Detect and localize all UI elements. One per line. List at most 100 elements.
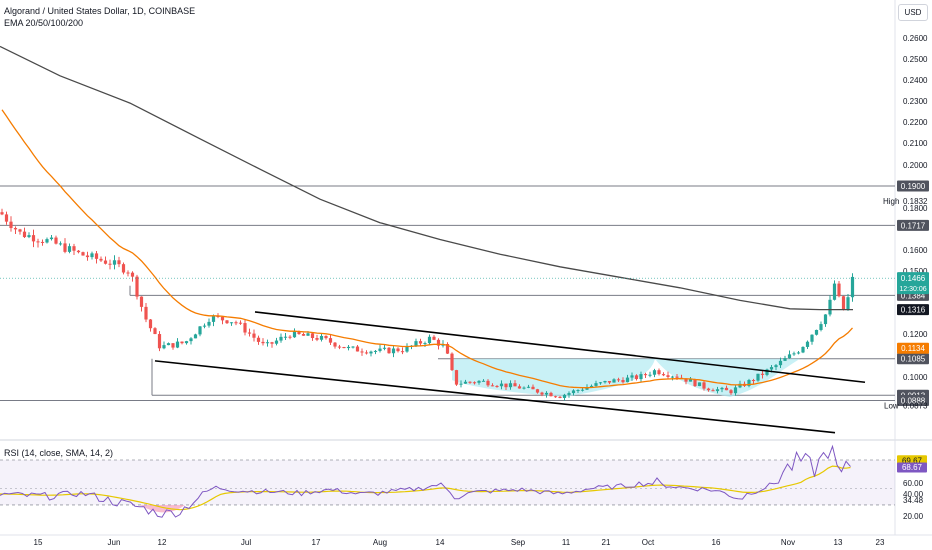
candle-body [324,335,328,339]
candle-body [103,260,108,264]
candle-body [607,380,612,383]
candle-body [130,272,135,277]
time-tick-label: 14 [436,538,445,547]
candle-body [256,337,261,342]
candle-body [76,250,81,253]
ema50-value-box [897,342,929,354]
candle-body [49,237,54,240]
candle-body [567,393,571,395]
candle-body [652,370,657,375]
candle-body [585,387,589,390]
candle-body [58,243,63,245]
candle-body [202,325,207,327]
ema200-value-box [897,304,929,316]
candle-body [54,237,58,244]
price-tick-label: 0.2000 [903,161,928,170]
candle-body [166,343,171,346]
candle-body [841,296,846,310]
rsi-oversold-fill [140,504,185,513]
currency-selector[interactable]: USD [898,4,928,21]
candle-body [351,346,355,348]
ema200-line [0,45,853,311]
candle-body [112,260,117,265]
candle-body [297,331,301,335]
time-tick-label: 21 [602,538,611,547]
countdown-timer: 12:30:06 [899,286,926,293]
rsi-band [0,460,895,505]
candle-body [369,351,373,354]
level-label: 0.1717 [901,221,926,230]
candle-body [810,334,814,342]
candle-body [63,243,67,252]
candle-body [517,386,522,389]
candle-body [328,338,333,343]
candle-body [382,347,387,349]
low-label: Low [884,402,899,411]
candle-body [553,396,558,398]
candle-body [171,343,175,348]
candle-body [589,385,594,388]
candle-body [283,336,288,338]
candle-body [666,375,670,377]
price-tick-label: 0.2200 [903,118,928,127]
ema200-value: 0.1316 [901,306,926,315]
candle-body [634,375,639,380]
candle-body [265,342,270,344]
price-tick-label: 0.2500 [903,55,928,64]
price-tick-label: 0.2400 [903,76,928,85]
candle-body [405,346,409,352]
candle-body [819,324,823,330]
candle-body [135,276,139,297]
candle-body [391,348,396,354]
time-tick-label: Aug [373,538,387,547]
last-price-value: 0.1466 [901,274,926,283]
candle-body [180,341,184,344]
candle-body [693,379,697,387]
candle-body [468,381,472,383]
candle-body [144,306,148,320]
candle-body [81,252,85,256]
rsi-title: RSI (14, close, SMA, 14, 2) [4,448,114,458]
candle-body [31,235,36,242]
candle-body [9,221,13,229]
candle-body [427,336,432,344]
candle-body [544,392,549,395]
candle-body [765,369,769,375]
candle-body [603,380,607,383]
rsi-line [0,444,851,518]
candle-body [4,214,9,222]
candle-body [225,320,229,324]
candle-body [675,376,679,378]
price-tick-label: 0.1600 [903,246,928,255]
level-label-box [897,180,929,192]
candle-body [643,374,648,376]
candle-body [243,323,247,333]
candle-body [733,387,738,394]
candle-body [234,322,238,324]
candle-body [711,390,715,392]
candle-body [207,321,211,326]
time-tick-label: 13 [834,538,843,547]
candle-body [211,315,216,322]
candle-body [531,386,535,390]
candle-body [828,299,832,315]
candle-body [418,341,423,344]
candle-body [108,263,112,265]
candle-body [333,342,337,347]
candle-body [94,253,99,259]
candle-body [805,341,810,347]
rsi-tick-label: 34.48 [903,496,924,505]
price-tick-label: 0.1800 [903,204,928,213]
candle-body [279,336,283,341]
candle-body [90,253,94,258]
candle-body [549,392,553,397]
candle-body [535,389,540,393]
candle-body [261,341,265,344]
candle-body [621,380,625,383]
candle-body [198,326,202,335]
candle-body [0,212,4,215]
candle-body [477,380,481,383]
rsi-pane [0,440,895,535]
candle-body [684,378,688,382]
